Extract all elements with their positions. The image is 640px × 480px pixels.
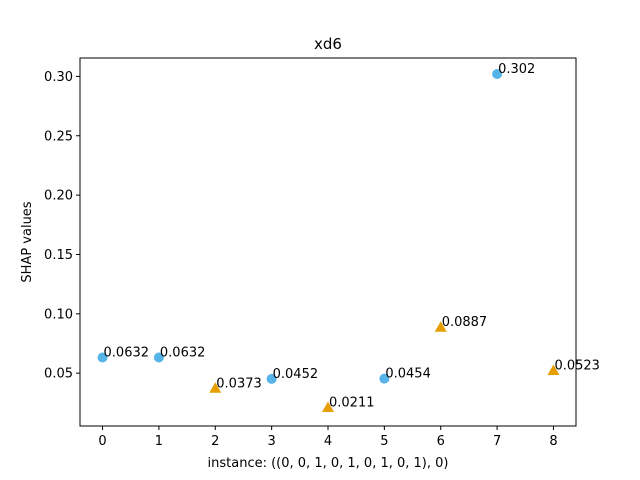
y-tick-label: 0.10 [44, 307, 73, 322]
plot-frame [79, 57, 577, 427]
circle-marker [266, 373, 277, 384]
circle-marker [492, 69, 503, 80]
x-axis-label: instance: ((0, 0, 1, 0, 1, 0, 1, 0, 1), … [208, 456, 449, 471]
x-tick-label: 5 [380, 434, 388, 449]
circle-marker [379, 373, 390, 384]
circle-marker [153, 352, 164, 363]
y-tick-label: 0.15 [44, 248, 73, 263]
y-tick-label: 0.25 [44, 129, 73, 144]
data-label: 0.0211 [329, 395, 375, 410]
x-axis-ticks: 0 1 2 3 4 5 6 7 8 [98, 426, 558, 449]
x-tick-label: 3 [267, 434, 275, 449]
data-label: 0.0632 [160, 346, 206, 361]
y-tick-label: 0.05 [44, 367, 73, 382]
circle-marker [97, 352, 108, 363]
triangle-marker [209, 382, 222, 393]
x-tick-label: 6 [437, 434, 445, 449]
data-label: 0.302 [498, 62, 535, 77]
data-label: 0.0452 [273, 367, 319, 382]
y-tick-label: 0.30 [44, 70, 73, 85]
data-label: 0.0454 [385, 367, 431, 382]
data-label: 0.0887 [442, 315, 488, 330]
triangle-marker [322, 401, 334, 412]
triangle-marker [434, 321, 447, 332]
x-tick-label: 0 [98, 434, 106, 449]
y-axis-ticks: 0.05 0.10 0.15 0.20 0.25 0.30 [44, 70, 80, 382]
data-label: 0.0373 [216, 376, 261, 391]
data-markers [97, 69, 560, 412]
x-tick-label: 7 [493, 434, 501, 449]
triangle-marker [547, 364, 560, 375]
x-tick-label: 4 [324, 434, 332, 449]
data-labels: 0.0632 0.0632 0.0452 0.0454 0.302 0.0373 0.021… [104, 62, 600, 410]
x-tick-label: 8 [549, 434, 557, 449]
data-label: 0.0632 [104, 346, 150, 361]
chart-title: xd6 [314, 35, 342, 53]
x-tick-label: 2 [211, 434, 219, 449]
x-tick-label: 1 [155, 434, 163, 449]
data-label: 0.0523 [554, 358, 600, 373]
y-tick-label: 0.20 [44, 189, 73, 204]
y-axis-label: SHAP values [20, 201, 35, 282]
